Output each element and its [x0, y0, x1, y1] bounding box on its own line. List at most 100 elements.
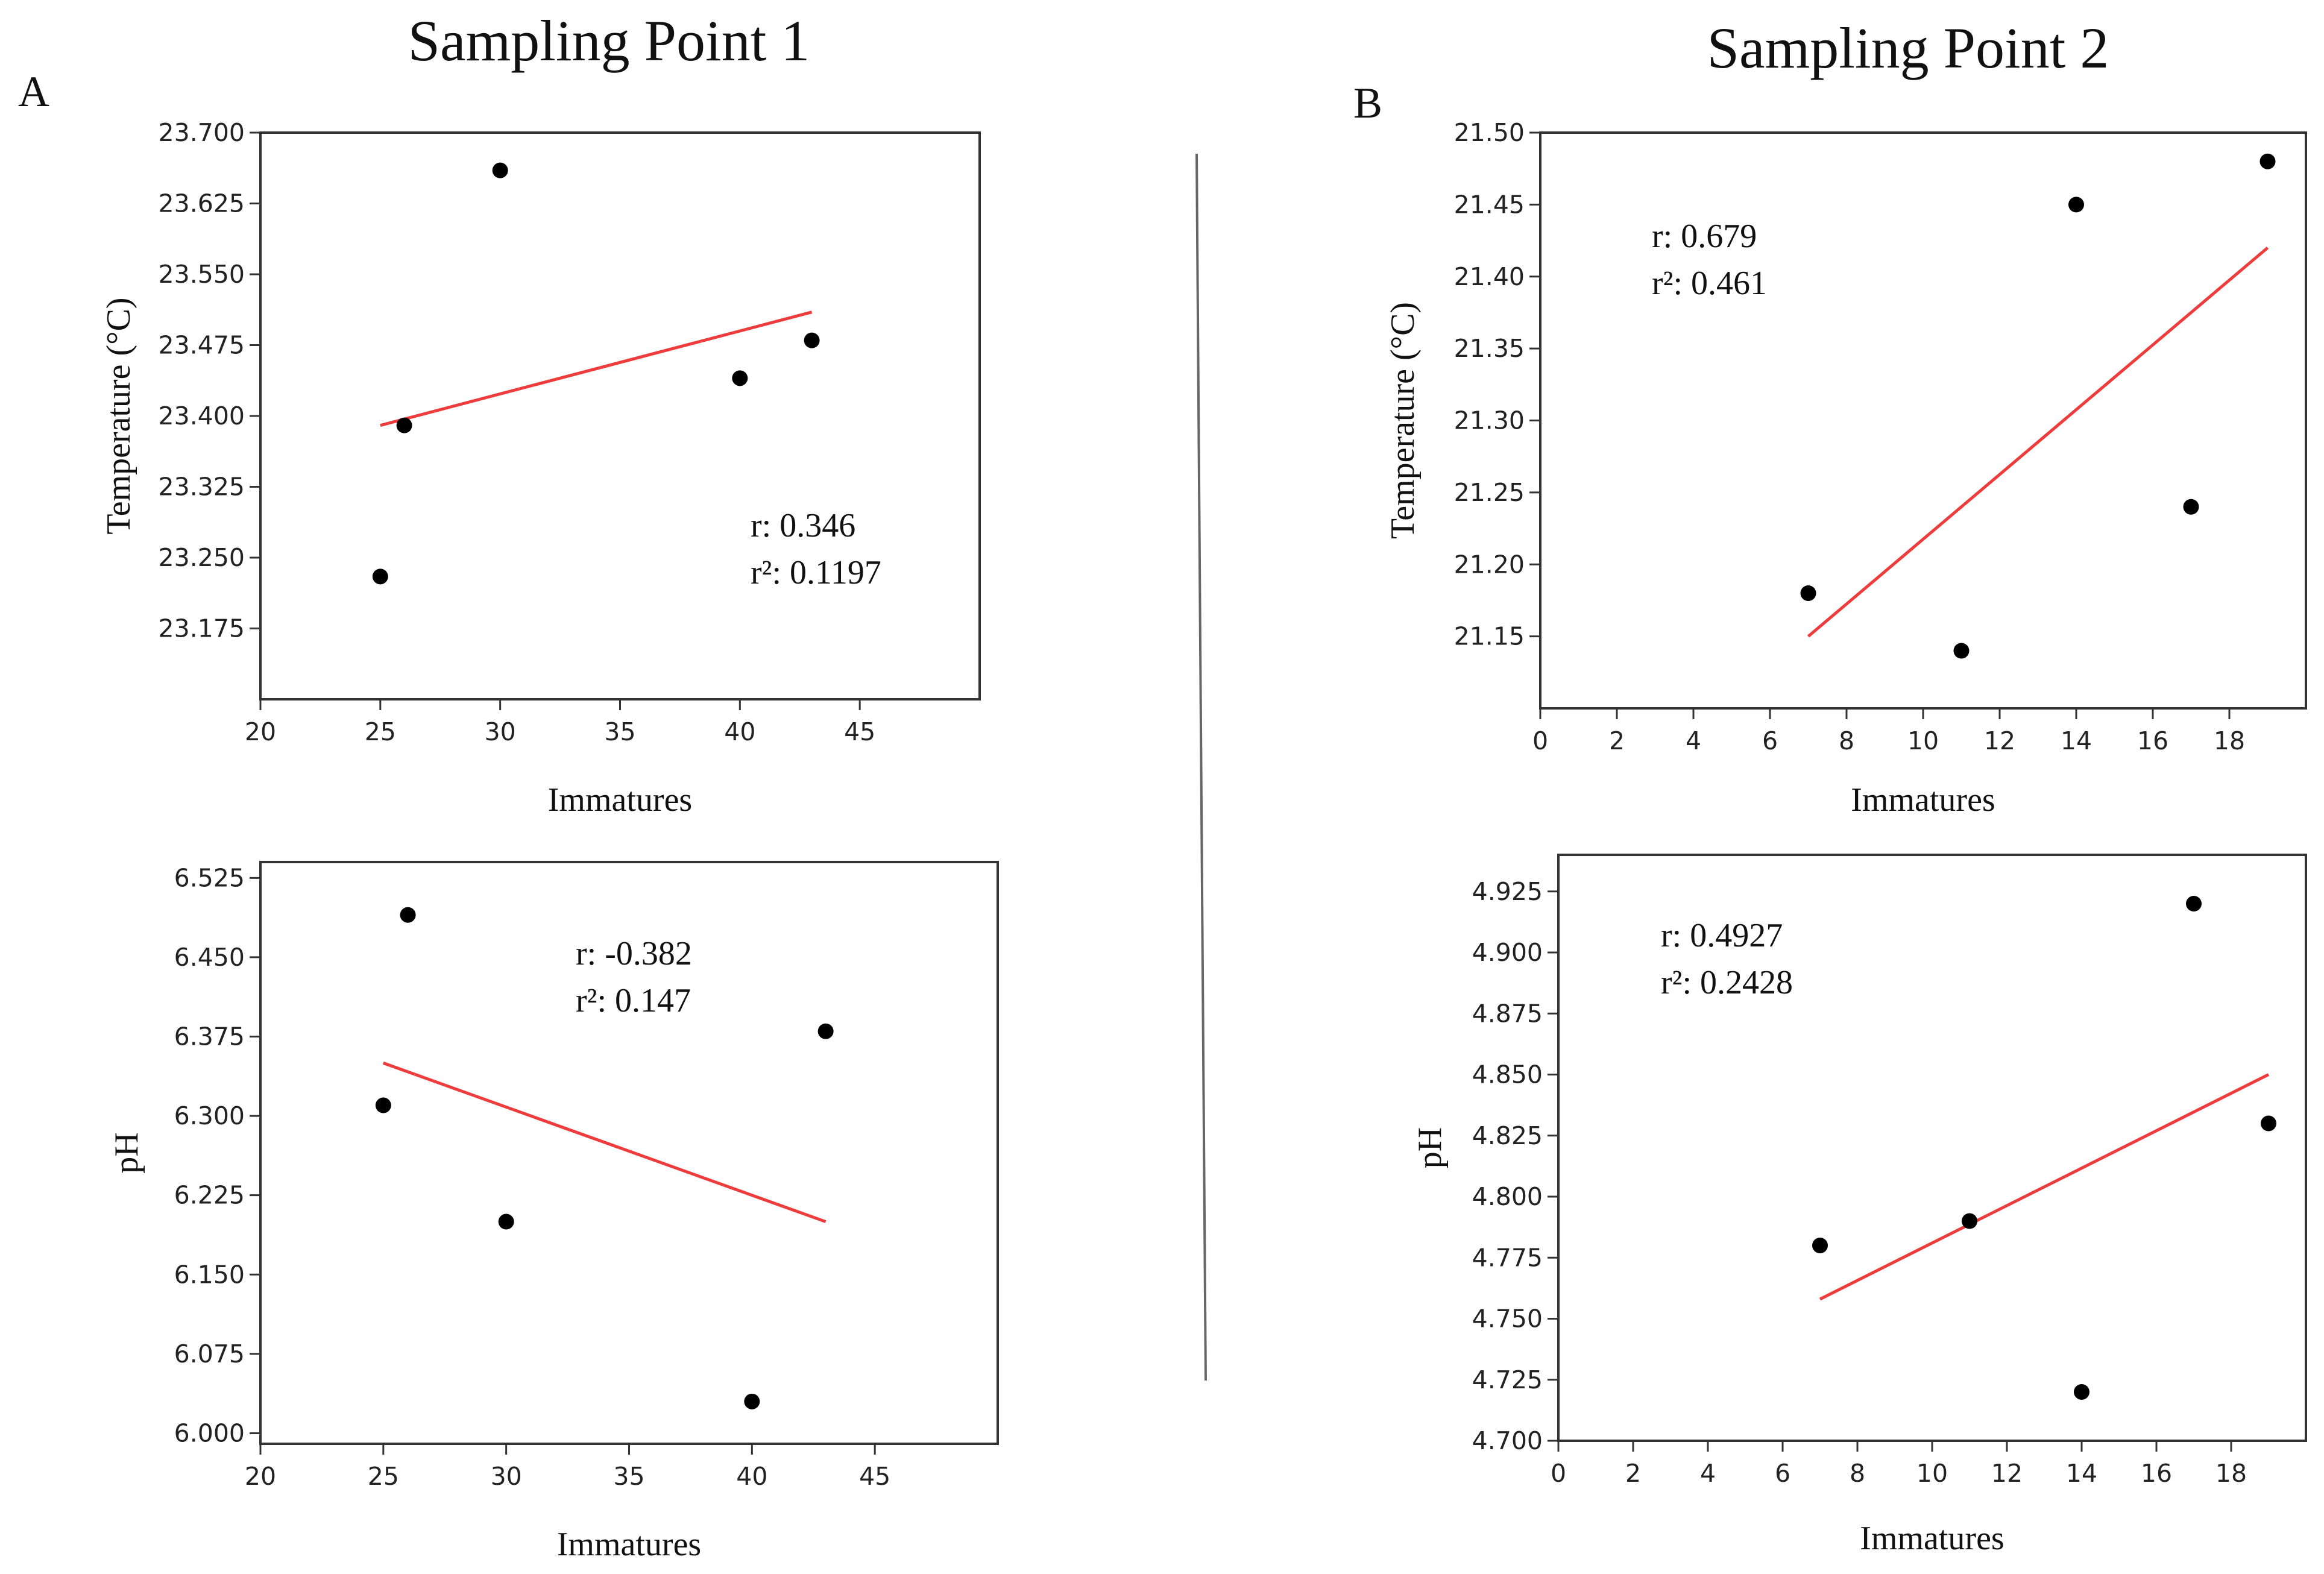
- chart-ph-point-2: 4.700 4.725 4.750 4.775 4.800 4.825 4.850 4.875…: [1411, 854, 2307, 1557]
- chart-3-x-tick-label: 18: [2215, 1459, 2247, 1488]
- chart-2-y-tick-label: 6.075: [174, 1339, 245, 1368]
- chart-1-y-tick-label: 21.15: [1454, 622, 1525, 651]
- chart-3-x-tick-label: 0: [1551, 1459, 1566, 1488]
- chart-1-data-point: [2183, 499, 2199, 515]
- chart-1-x-tick-label: 18: [2214, 726, 2245, 755]
- chart-2-x-tick-label: 35: [613, 1462, 644, 1491]
- chart-3-x-axis-label: Immatures: [1860, 1520, 2004, 1557]
- chart-1-x-tick-label: 14: [2061, 726, 2092, 755]
- chart-temperature-point-1: 23.175 23.250 23.325 23.400 23.475 23.550 23.6…: [100, 118, 981, 819]
- chart-0-y-tick-label: 23.250: [159, 543, 245, 572]
- chart-0-r-label: r: 0.346: [751, 507, 855, 544]
- chart-1-data-point: [2259, 153, 2276, 169]
- chart-3-y-tick-label: 4.925: [1472, 877, 1543, 906]
- chart-2-fit-line: [382, 1062, 827, 1223]
- chart-0-data-point: [492, 162, 508, 178]
- chart-1-y-tick-label: 21.35: [1454, 334, 1525, 363]
- chart-2-y-tick-label: 6.000: [174, 1418, 245, 1447]
- chart-2-data-point: [817, 1023, 834, 1039]
- chart-0-r2-label: r²: 0.1197: [751, 554, 881, 591]
- chart-0-x-tick-label: 25: [365, 717, 396, 746]
- chart-1-x-tick-label: 10: [1907, 726, 1939, 755]
- chart-3-data-point: [2261, 1115, 2276, 1132]
- chart-3-x-tick-label: 14: [2066, 1459, 2097, 1488]
- chart-2-x-tick-label: 20: [245, 1462, 276, 1491]
- chart-2-r2-label: r²: 0.147: [576, 982, 691, 1019]
- chart-2-x-tick-label: 25: [368, 1462, 399, 1491]
- chart-ph-point-1: 6.000 6.075 6.150 6.225 6.300 6.375 6.450 6.525…: [108, 861, 999, 1563]
- chart-2-y-tick-label: 6.525: [174, 863, 245, 892]
- chart-1-y-tick-label: 21.50: [1454, 118, 1525, 147]
- chart-0-x-tick-label: 20: [245, 717, 276, 746]
- chart-2-y-tick-label: 6.450: [174, 943, 245, 972]
- chart-0-x-tick-label: 30: [485, 717, 516, 746]
- chart-2-x-tick-label: 30: [491, 1462, 522, 1491]
- chart-0-y-tick-label: 23.475: [159, 331, 245, 360]
- chart-3-x-tick-label: 10: [1916, 1459, 1948, 1488]
- panel-title-a: Sampling Point 1: [408, 8, 810, 73]
- chart-2-data-point: [498, 1214, 514, 1230]
- chart-1-x-tick-label: 4: [1686, 726, 1701, 755]
- chart-1-y-tick-label: 21.45: [1454, 190, 1525, 219]
- chart-1-x-axis-label: Immatures: [1851, 781, 1995, 819]
- chart-0-data-point: [732, 370, 748, 386]
- chart-3-x-tick-label: 6: [1775, 1459, 1790, 1488]
- chart-1-data-point: [1800, 585, 1816, 601]
- chart-0-y-tick-label: 23.625: [159, 189, 245, 218]
- chart-1-data-point: [2068, 197, 2084, 213]
- chart-0-y-tick-label: 23.325: [159, 473, 245, 502]
- chart-1-r-label: r: 0.679: [1652, 218, 1757, 255]
- panel-divider: [1195, 153, 1207, 1381]
- chart-0-fit-line: [380, 310, 813, 427]
- chart-3-y-tick-label: 4.850: [1472, 1060, 1543, 1089]
- chart-0-y-tick-label: 23.400: [159, 401, 245, 430]
- chart-0-y-tick-label: 23.550: [159, 260, 245, 289]
- chart-2-x-tick-label: 40: [736, 1462, 767, 1491]
- chart-2-y-axis-label: pH: [108, 1132, 145, 1173]
- chart-3-r2-label: r²: 0.2428: [1661, 964, 1793, 1001]
- chart-3-x-tick-label: 16: [2141, 1459, 2172, 1488]
- chart-2-data-point: [375, 1097, 391, 1113]
- chart-0-x-tick-label: 45: [844, 717, 875, 746]
- chart-1-y-tick-label: 21.20: [1454, 550, 1525, 579]
- panel-letter-b: B: [1353, 79, 1382, 127]
- chart-1-x-tick-label: 16: [2137, 726, 2168, 755]
- chart-0-y-tick-label: 23.175: [159, 614, 245, 643]
- chart-1-data-point: [1953, 643, 1970, 659]
- chart-2-y-tick-label: 6.225: [174, 1181, 245, 1210]
- panel-title-b: Sampling Point 2: [1707, 16, 2109, 80]
- chart-0-x-tick-label: 40: [724, 717, 755, 746]
- chart-3-y-tick-label: 4.875: [1472, 999, 1543, 1028]
- chart-1-y-tick-label: 21.25: [1454, 478, 1525, 507]
- chart-3-y-tick-label: 4.800: [1472, 1182, 1543, 1211]
- chart-0-x-axis-label: Immatures: [548, 781, 692, 819]
- chart-1-x-tick-label: 0: [1532, 726, 1548, 755]
- chart-0-x-tick-label: 35: [604, 717, 635, 746]
- chart-temperature-point-2: 21.15 21.20 21.25 21.30 21.35 21.40 21.45 21.50…: [1384, 118, 2307, 819]
- chart-1-y-tick-label: 21.40: [1454, 262, 1525, 291]
- chart-1-fit-line: [1807, 247, 2269, 638]
- chart-0-data-point: [372, 568, 388, 585]
- chart-2-data-point: [400, 907, 416, 923]
- chart-3-y-tick-label: 4.775: [1472, 1243, 1543, 1272]
- chart-2-x-tick-label: 45: [859, 1462, 890, 1491]
- chart-3-y-tick-label: 4.750: [1472, 1305, 1543, 1333]
- chart-1-y-tick-label: 21.30: [1454, 406, 1525, 435]
- chart-3-data-point: [1962, 1213, 1977, 1229]
- chart-1-x-tick-label: 8: [1839, 726, 1854, 755]
- chart-3-y-tick-label: 4.700: [1472, 1426, 1543, 1455]
- panel-letter-a: A: [18, 68, 49, 116]
- chart-3-fit-line: [1819, 1073, 2270, 1301]
- chart-3-x-tick-label: 4: [1700, 1459, 1716, 1488]
- chart-0-y-tick-label: 23.700: [159, 118, 245, 147]
- chart-2-y-tick-label: 6.150: [174, 1260, 245, 1289]
- chart-2-x-axis-label: Immatures: [557, 1526, 701, 1563]
- chart-2-y-tick-label: 6.375: [174, 1022, 245, 1051]
- chart-1-x-tick-label: 6: [1762, 726, 1778, 755]
- chart-3-x-tick-label: 2: [1625, 1459, 1641, 1488]
- chart-3-y-tick-label: 4.825: [1472, 1121, 1543, 1150]
- chart-3-data-point: [1812, 1238, 1828, 1253]
- chart-3-x-tick-label: 12: [1991, 1459, 2023, 1488]
- chart-3-y-tick-label: 4.725: [1472, 1365, 1543, 1394]
